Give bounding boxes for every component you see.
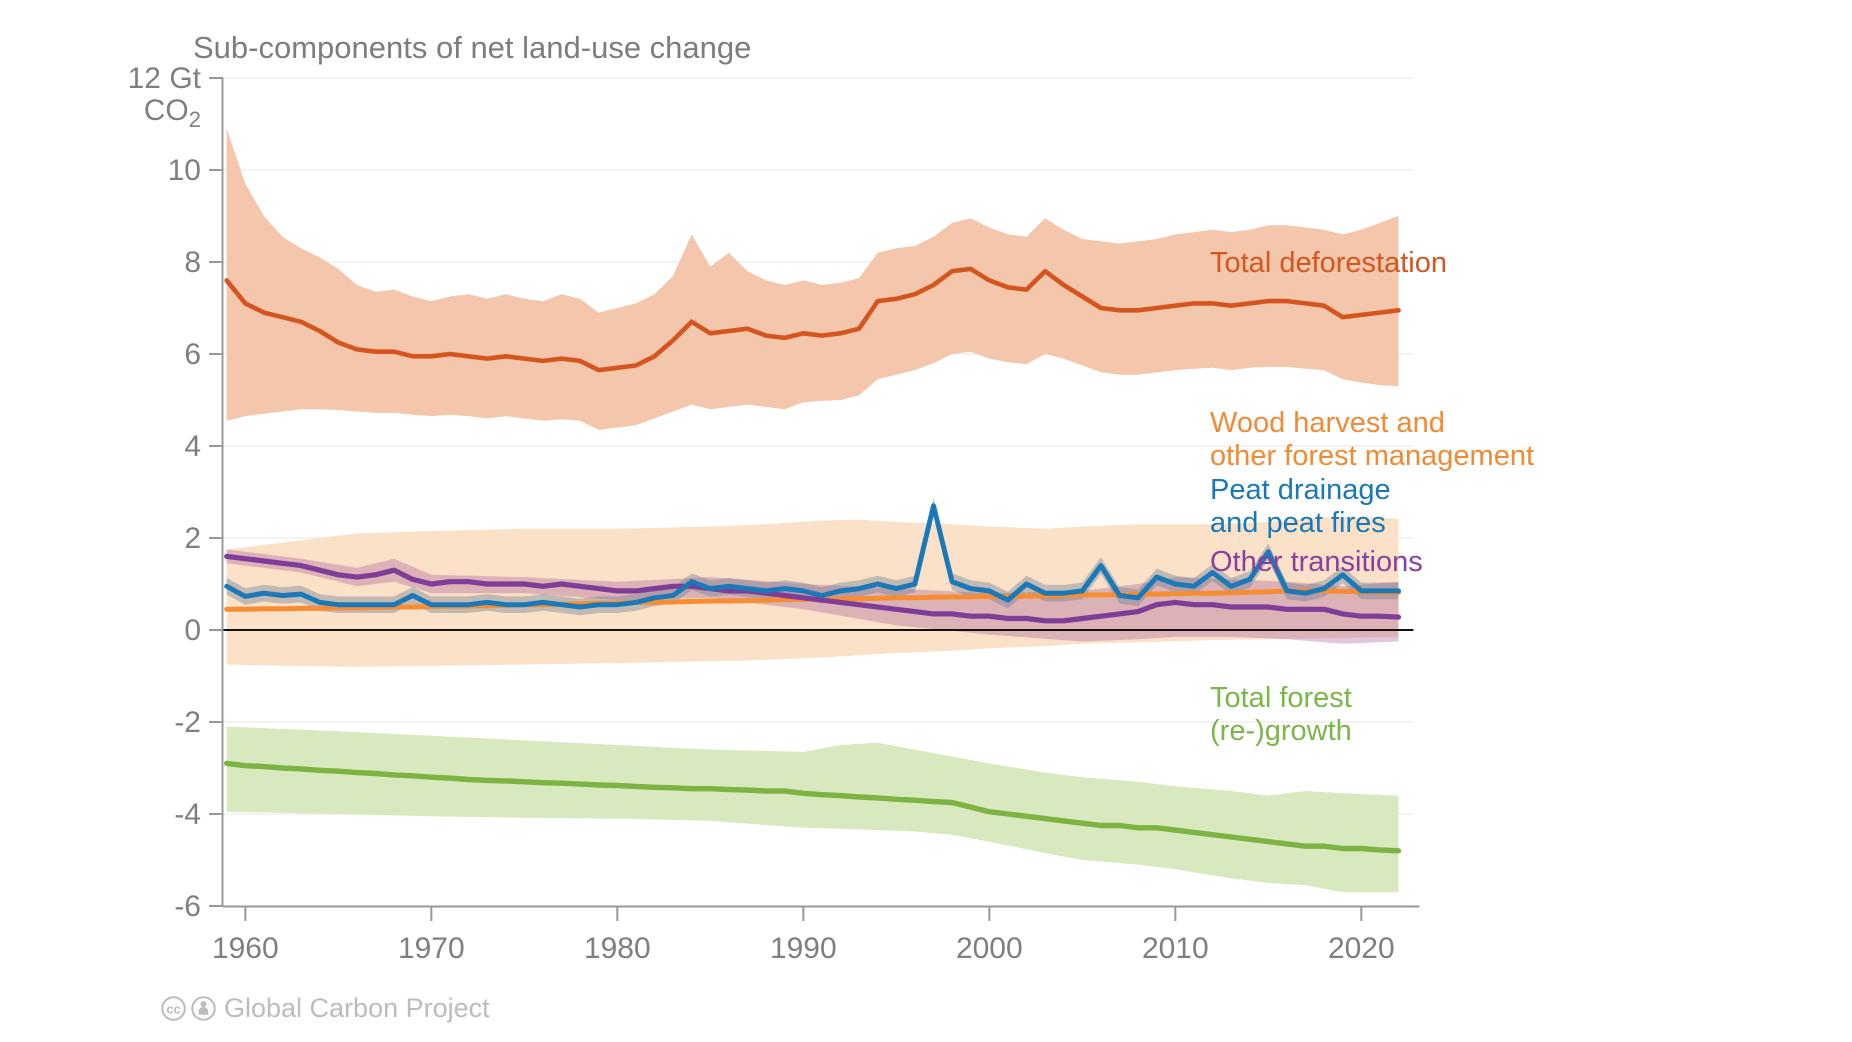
legend-line: Wood harvest and <box>1210 407 1445 439</box>
series-band-forest-regrowth <box>226 726 1399 893</box>
y-tick-label-6: 6 <box>184 338 201 371</box>
svg-text:cc: cc <box>166 1001 180 1016</box>
legend-other-transitions: Other transitions <box>1210 546 1423 579</box>
legend-wood-harvest: Wood harvest and other forest management <box>1210 407 1534 473</box>
legend-line: (re-)growth <box>1210 715 1352 747</box>
series-band-total-deforestation <box>226 128 1399 430</box>
x-tick-label-1990: 1990 <box>770 932 837 965</box>
x-tick-label-1960: 1960 <box>212 932 279 965</box>
by-icon <box>191 996 216 1021</box>
y-tick-label-10: 10 <box>168 154 201 187</box>
x-tick-label-2000: 2000 <box>956 932 1023 965</box>
series-line-total-deforestation <box>224 266 1401 373</box>
legend-line: other forest management <box>1210 440 1535 472</box>
legend-line: and peat fires <box>1210 507 1386 539</box>
series-line-forest-regrowth <box>224 760 1402 854</box>
legend-line: Peat drainage <box>1210 474 1391 506</box>
y-tick-label--2: -2 <box>174 706 201 739</box>
x-tick-label-1980: 1980 <box>584 932 651 965</box>
legend-forest-regrowth: Total forest (re-)growth <box>1210 682 1352 748</box>
y-tick-label-8: 8 <box>184 246 201 279</box>
x-tick-label-2010: 2010 <box>1142 932 1209 965</box>
attribution-text: Global Carbon Project <box>224 993 490 1023</box>
series-line-other-transitions <box>224 553 1402 624</box>
y-tick-label--6: -6 <box>174 890 201 923</box>
series-line-peat <box>224 503 1401 610</box>
attribution: cc Global Carbon Project <box>160 993 490 1024</box>
y-axis-unit: CO2 <box>144 94 201 132</box>
cc-icon: cc <box>161 996 186 1021</box>
legend-peat: Peat drainage and peat fires <box>1210 474 1391 540</box>
y-tick-label-4: 4 <box>184 430 201 463</box>
legend-line: Total forest <box>1210 682 1352 714</box>
x-tick-label-1970: 1970 <box>398 932 465 965</box>
legend-line: Total deforestation <box>1210 247 1447 279</box>
legend-line: Other transitions <box>1210 546 1423 578</box>
legend-total-deforestation: Total deforestation <box>1210 247 1447 280</box>
y-tick-label-2: 2 <box>184 522 201 555</box>
y-tick-label--4: -4 <box>174 798 201 831</box>
y-tick-label-12: 12 Gt <box>128 62 202 95</box>
page-title: Sub-components of net land-use change <box>193 30 752 65</box>
x-tick-label-2020: 2020 <box>1328 932 1395 965</box>
y-tick-label-0: 0 <box>184 614 201 647</box>
